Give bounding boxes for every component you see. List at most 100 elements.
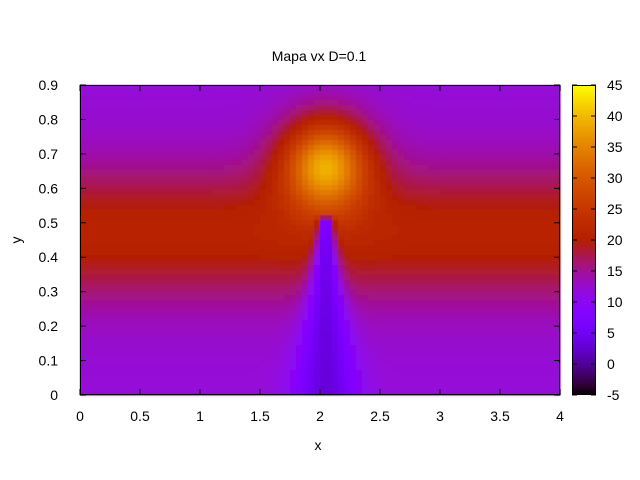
- heatmap-cell: [134, 355, 141, 361]
- heatmap-cell: [308, 95, 315, 101]
- heatmap-cell: [398, 390, 405, 396]
- heatmap-cell: [224, 290, 231, 296]
- heatmap-cell: [488, 330, 495, 336]
- heatmap-cell: [410, 270, 417, 276]
- heatmap-cell: [500, 325, 507, 331]
- heatmap-cell: [374, 150, 381, 156]
- heatmap-cell: [164, 160, 171, 166]
- heatmap-cell: [458, 185, 465, 191]
- heatmap-cell: [272, 125, 279, 131]
- heatmap-cell: [110, 90, 117, 96]
- heatmap-cell: [242, 110, 249, 116]
- heatmap-cell: [242, 355, 249, 361]
- heatmap-cell: [446, 300, 453, 306]
- heatmap-cell: [344, 225, 351, 231]
- heatmap-cell: [548, 300, 555, 306]
- heatmap-cell: [200, 380, 207, 386]
- heatmap-cell: [482, 345, 489, 351]
- heatmap-cell: [506, 285, 513, 291]
- heatmap-cell: [290, 210, 297, 216]
- heatmap-cell: [458, 340, 465, 346]
- heatmap-cell: [290, 100, 297, 106]
- heatmap-cell: [272, 120, 279, 126]
- heatmap-cell: [248, 270, 255, 276]
- heatmap-cell: [272, 195, 279, 201]
- heatmap-cell: [476, 330, 483, 336]
- heatmap-cell: [386, 275, 393, 281]
- heatmap-cell: [548, 240, 555, 246]
- heatmap-cell: [122, 170, 129, 176]
- heatmap-cell: [482, 150, 489, 156]
- heatmap-cell: [410, 135, 417, 141]
- heatmap-cell: [206, 210, 213, 216]
- heatmap-cell: [380, 150, 387, 156]
- heatmap-cell: [338, 230, 345, 236]
- heatmap-cell: [404, 330, 411, 336]
- heatmap-cell: [320, 140, 327, 146]
- heatmap-cell: [260, 310, 267, 316]
- heatmap-cell: [554, 215, 561, 221]
- heatmap-cell: [194, 220, 201, 226]
- heatmap-cell: [254, 265, 261, 271]
- heatmap-cell: [296, 135, 303, 141]
- heatmap-cell: [428, 220, 435, 226]
- heatmap-cell: [356, 235, 363, 241]
- heatmap-cell: [422, 360, 429, 366]
- heatmap-cell: [386, 360, 393, 366]
- heatmap-cell: [224, 360, 231, 366]
- heatmap-cell: [542, 150, 549, 156]
- heatmap-cell: [380, 350, 387, 356]
- heatmap-cell: [446, 370, 453, 376]
- heatmap-cell: [530, 180, 537, 186]
- heatmap-cell: [80, 345, 87, 351]
- heatmap-cell: [86, 90, 93, 96]
- heatmap-cell: [404, 195, 411, 201]
- heatmap-cell: [224, 240, 231, 246]
- heatmap-cell: [392, 235, 399, 241]
- heatmap-cell: [482, 295, 489, 301]
- heatmap-cell: [200, 120, 207, 126]
- heatmap-cell: [248, 340, 255, 346]
- heatmap-cell: [218, 220, 225, 226]
- heatmap-cell: [278, 120, 285, 126]
- heatmap-cell: [110, 330, 117, 336]
- heatmap-cell: [500, 110, 507, 116]
- heatmap-cell: [194, 385, 201, 391]
- heatmap-cell: [218, 150, 225, 156]
- heatmap-cell: [224, 275, 231, 281]
- heatmap-cell: [194, 215, 201, 221]
- heatmap-cell: [428, 295, 435, 301]
- heatmap-cell: [110, 160, 117, 166]
- heatmap-cell: [548, 235, 555, 241]
- heatmap-cell: [272, 295, 279, 301]
- heatmap-cell: [470, 320, 477, 326]
- heatmap-cell: [332, 320, 339, 326]
- heatmap-cell: [260, 115, 267, 121]
- heatmap-cell: [350, 140, 357, 146]
- heatmap-cell: [452, 385, 459, 391]
- heatmap-cell: [326, 225, 333, 231]
- heatmap-cell: [488, 190, 495, 196]
- heatmap-cell: [260, 100, 267, 106]
- heatmap-cell: [524, 165, 531, 171]
- heatmap-cell: [188, 300, 195, 306]
- heatmap-cell: [134, 325, 141, 331]
- heatmap-cell: [266, 155, 273, 161]
- heatmap-cell: [362, 170, 369, 176]
- heatmap-cell: [428, 125, 435, 131]
- heatmap-cell: [230, 135, 237, 141]
- heatmap-cell: [188, 115, 195, 121]
- heatmap-cell: [104, 165, 111, 171]
- heatmap-cell: [110, 115, 117, 121]
- heatmap-cell: [110, 305, 117, 311]
- heatmap-cell: [104, 135, 111, 141]
- heatmap-cell: [524, 125, 531, 131]
- heatmap-cell: [80, 200, 87, 206]
- heatmap-cell: [362, 180, 369, 186]
- heatmap-cell: [146, 375, 153, 381]
- heatmap-cell: [164, 210, 171, 216]
- heatmap-cell: [542, 365, 549, 371]
- heatmap-cell: [218, 140, 225, 146]
- heatmap-cell: [242, 210, 249, 216]
- heatmap-cell: [404, 285, 411, 291]
